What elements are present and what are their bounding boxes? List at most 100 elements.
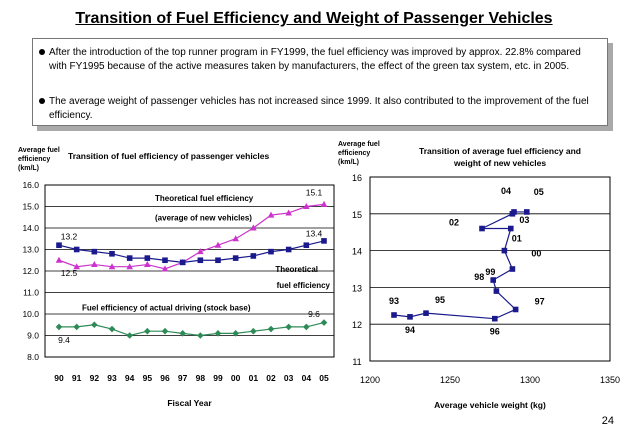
x-tick-label: 00: [231, 373, 241, 383]
point-label: 99: [485, 267, 495, 277]
fuel-efficiency-line-chart: Average fuel efficiency (km/L) Transition o…: [18, 147, 335, 408]
bullet-2: The average weight of passenger vehicles…: [39, 95, 597, 122]
data-point: [250, 253, 257, 259]
page-number: 24: [601, 415, 614, 427]
data-label: 12.5: [61, 268, 78, 278]
data-point: [423, 310, 429, 316]
x-tick-label: 98: [196, 373, 206, 383]
y-tick-label: 13: [352, 283, 362, 293]
x-tick-label: 93: [107, 373, 117, 383]
data-point: [215, 257, 221, 264]
data-point: [161, 265, 169, 272]
fuel-weight-scatter-chart: Average fuel efficiency (km/L) Transition o…: [338, 141, 620, 410]
data-point: [285, 323, 292, 331]
x-tick-label: 1350: [600, 375, 620, 385]
x-tick-label: 90: [54, 373, 64, 383]
data-label: 9.4: [58, 335, 70, 345]
point-label: 96: [490, 327, 500, 337]
page-title: Transition of Fuel Efficiency and Weight…: [75, 10, 553, 27]
data-point: [73, 323, 80, 331]
x-tick-label: 92: [90, 373, 100, 383]
x-tick-label: 05: [319, 373, 329, 383]
bullet-1-text: After the introduction of the top runner…: [49, 47, 581, 72]
data-point: [509, 266, 516, 272]
point-label: 03: [519, 215, 529, 225]
data-point: [197, 257, 204, 264]
x-axis-label: Average vehicle weight (kg): [434, 400, 546, 410]
data-point: [197, 332, 204, 339]
data-point: [91, 248, 98, 255]
x-tick-label: 99: [213, 373, 223, 383]
x-tick-label: 91: [72, 373, 82, 383]
chart-title: Transition of fuel efficiency of passeng…: [68, 151, 270, 161]
data-point: [91, 261, 98, 268]
series2-label: Theoretical: [275, 265, 318, 274]
data-point: [479, 225, 485, 232]
data-point: [214, 241, 222, 248]
data-point: [126, 255, 133, 261]
data-point: [161, 327, 169, 335]
data-point: [250, 224, 257, 231]
data-point: [56, 242, 62, 248]
series-line: [59, 322, 325, 337]
data-point: [407, 314, 413, 320]
data-label: 15.1: [306, 188, 323, 198]
x-tick-label: 94: [125, 373, 135, 383]
data-point: [109, 251, 115, 257]
bullet-dot-icon: [39, 49, 45, 55]
data-point: [108, 325, 116, 333]
series1-label: Theoretical fuel efficiency: [155, 194, 254, 203]
bullet-dot-icon: [39, 98, 45, 104]
data-point: [214, 330, 222, 337]
data-label: 13.4: [306, 228, 323, 238]
data-point: [73, 246, 80, 253]
data-label: 9.6: [308, 309, 320, 319]
y-tick-label: 12: [352, 320, 362, 330]
y-tick-label: 9.0: [27, 331, 39, 341]
data-point: [179, 259, 186, 266]
data-point: [144, 255, 151, 261]
point-label: 95: [435, 295, 445, 305]
point-label: 04: [501, 186, 511, 196]
data-point: [197, 248, 204, 255]
data-point: [321, 238, 327, 244]
series2-label: fuel efficiency: [277, 281, 331, 290]
data-point: [250, 327, 257, 335]
bullet-2-text: The average weight of passenger vehicles…: [49, 96, 589, 121]
y-tick-label: 16.0: [22, 180, 39, 190]
summary-box: After the introduction of the top runner…: [32, 38, 608, 126]
y-tick-label: 11.0: [23, 288, 39, 298]
data-point: [232, 255, 239, 261]
data-point: [267, 325, 275, 333]
data-point: [303, 203, 310, 209]
data-point: [232, 235, 239, 242]
y-axis-label: (km/L): [18, 165, 39, 172]
y-axis-label: efficiency: [18, 156, 50, 163]
data-point: [320, 319, 328, 326]
y-axis-label: efficiency: [338, 150, 370, 157]
chart-title: weight of new vehicles: [453, 158, 546, 168]
x-tick-label: 95: [143, 373, 153, 383]
data-point: [490, 277, 496, 283]
x-tick-label: 97: [178, 373, 188, 383]
point-label: 98: [474, 272, 484, 282]
data-label: 13.2: [61, 232, 78, 242]
data-point: [267, 211, 275, 218]
data-point: [285, 209, 292, 216]
point-label: 97: [535, 296, 545, 306]
x-axis-label: Fiscal Year: [167, 398, 212, 408]
data-point: [162, 257, 168, 264]
x-tick-label: 01: [249, 373, 259, 383]
series-line: [58, 240, 325, 264]
point-label: 02: [449, 218, 459, 228]
data-point: [55, 323, 63, 331]
series-line: [393, 211, 527, 320]
y-axis-label: (km/L): [338, 159, 359, 166]
data-point: [320, 200, 328, 207]
x-tick-label: 1200: [360, 375, 380, 385]
x-tick-label: 04: [302, 373, 312, 383]
y-tick-label: 11: [352, 357, 361, 367]
y-tick-label: 15.0: [22, 202, 39, 212]
point-label: 01: [512, 234, 522, 244]
series-line: [58, 203, 325, 270]
